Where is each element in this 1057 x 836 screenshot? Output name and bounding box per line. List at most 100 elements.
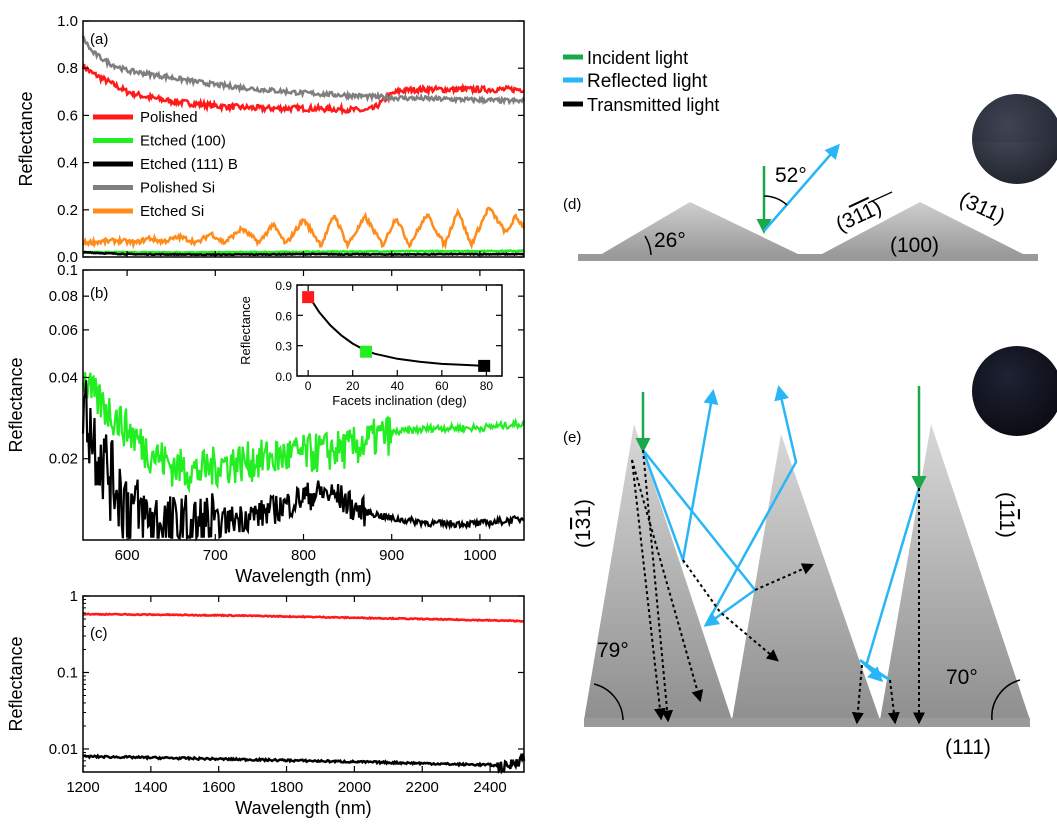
x-tick-label: 1800 <box>270 779 303 796</box>
substrate-e <box>584 718 1030 727</box>
panel-e-diagram: (e) 79° 70° (131) (111) <box>563 346 1057 759</box>
facet-label-e-left: (131) <box>572 499 595 548</box>
angle-26: 26° <box>654 229 686 252</box>
x-tick-label: 60 <box>435 379 449 393</box>
y-tick-label: 0.9 <box>275 279 292 293</box>
diagram-legend: Incident light Reflected light Transmitt… <box>563 48 719 115</box>
series-line-etched-111-b <box>81 380 525 542</box>
y-tick-label: 0.4 <box>57 155 78 172</box>
transmitted-ray-e-2 <box>631 459 666 721</box>
transmitted-ray-e-8 <box>887 679 900 725</box>
panel-e-label: (e) <box>563 429 581 446</box>
inset-fit-curve <box>307 294 485 367</box>
y-tick-label: 0.6 <box>275 309 292 323</box>
plot-frame <box>82 595 525 773</box>
y-axis-label: Reflectance <box>6 636 26 731</box>
panel-a-legend: Polished Etched (100) Etched (111) B Polish… <box>93 109 238 220</box>
y-tick-label: 0.04 <box>49 369 78 386</box>
legend-label: Etched (111) B <box>140 156 238 173</box>
y-tick-label: 0.0 <box>275 370 292 384</box>
pyramid-e-3 <box>880 424 1030 720</box>
x-tick-label: 1400 <box>134 779 167 796</box>
x-tick-label: 1200 <box>66 779 99 796</box>
y-tick-label: 0.02 <box>49 451 78 468</box>
y-tick-label: 0.6 <box>57 107 78 124</box>
series-line-polished <box>81 63 526 116</box>
y-tick-label: 1.0 <box>57 13 78 30</box>
x-tick-label: 1000 <box>463 547 496 564</box>
y-tick-label: 0.8 <box>57 60 78 77</box>
pyramid-d-left <box>600 202 800 255</box>
pyramid-d-right <box>820 202 1025 255</box>
series-line-etched-100- <box>81 372 525 494</box>
angle-79: 79° <box>597 639 629 662</box>
y-tick-label: 0.1 <box>57 262 78 279</box>
x-tick-label: 800 <box>291 547 316 564</box>
panel-b-inset-chart: 0.0 0.3 0.6 0.9 0 20 40 60 80 Reflectance Facets i… <box>238 279 503 408</box>
facet-label-e-right: (111) <box>995 492 1018 538</box>
legend-label: Etched (100) <box>140 133 226 150</box>
y-tick-label: 0.01 <box>49 741 78 758</box>
angle-52: 52° <box>775 164 807 187</box>
x-tick-label: 700 <box>203 547 228 564</box>
series-line-polished-si <box>81 35 526 106</box>
pyramid-e-2 <box>732 434 880 720</box>
facet-label-d-right: (311) <box>956 188 1009 229</box>
y-tick-label: 0.2 <box>57 202 78 219</box>
reflected-ray-e-3 <box>704 385 798 626</box>
y-tick-label: 0.06 <box>49 322 78 339</box>
panel-c-label: (c) <box>90 625 108 642</box>
x-axis-label: Wavelength (nm) <box>235 566 371 586</box>
x-tick-label: 2200 <box>406 779 439 796</box>
reflected-ray-d <box>763 143 840 232</box>
pyramid-e-1 <box>584 424 732 720</box>
substrate-d <box>578 254 1038 261</box>
y-axis-label: Reflectance <box>238 296 253 365</box>
angle-70: 70° <box>946 666 978 689</box>
x-tick-label: 2000 <box>338 779 371 796</box>
plane-label-d: (100) <box>890 234 939 257</box>
sample-photo-d <box>972 94 1057 184</box>
legend-label: Polished <box>140 109 198 126</box>
legend-incident-light: Incident light <box>587 48 688 68</box>
sample-photo-e <box>972 346 1057 436</box>
panel-b-label: (b) <box>90 285 108 302</box>
y-axis-label: Reflectance <box>16 91 36 186</box>
x-axis-label: Facets inclination (deg) <box>332 393 466 408</box>
x-tick-label: 600 <box>115 547 140 564</box>
panel-b-chart: 0.020.040.060.080.1600 700 800 900 1000Refle… <box>6 262 525 586</box>
panel-d-label: (d) <box>563 196 581 213</box>
x-tick-label: 80 <box>480 379 494 393</box>
inset-data-point <box>360 345 373 358</box>
y-axis-label: Reflectance <box>6 357 26 452</box>
transmitted-ray-e-5 <box>754 563 815 591</box>
x-tick-label: 1600 <box>202 779 235 796</box>
panel-c-chart: 0.01 0.1 1 1200 1400 1600 1800 2000 2200 2400 Refl… <box>6 588 526 818</box>
legend-reflected-light: Reflected light <box>587 71 708 92</box>
inset-data-point <box>478 359 491 372</box>
x-tick-label: 20 <box>346 379 360 393</box>
legend-label: Etched Si <box>140 203 204 220</box>
panel-d-diagram: (d) 26° 52° (311) (311) (100) <box>563 94 1057 261</box>
x-axis-label: Wavelength (nm) <box>235 798 371 818</box>
x-tick-label: 900 <box>379 547 404 564</box>
legend-transmitted-light: Transmitted light <box>587 95 719 115</box>
series-line-etched-si <box>81 206 526 251</box>
panel-a-chart: 0.0 0.2 0.4 0.6 0.8 1.0 Reflectance <box>16 13 526 266</box>
inset-data-point <box>302 291 315 304</box>
y-tick-label: 0.3 <box>275 340 292 354</box>
legend-label: Polished Si <box>140 180 215 197</box>
series-line-polished <box>82 612 525 623</box>
plane-label-e: (111) <box>945 736 991 759</box>
x-tick-label: 2400 <box>473 779 506 796</box>
y-tick-label: 0.1 <box>57 664 78 681</box>
panel-a-label: (a) <box>90 31 108 48</box>
plot-frame <box>296 284 503 377</box>
y-tick-label: 0.08 <box>49 288 78 305</box>
y-tick-label: 1 <box>70 588 78 605</box>
x-tick-label: 0 <box>305 379 312 393</box>
x-tick-label: 40 <box>391 379 405 393</box>
y-tick-label: 0.0 <box>57 249 78 266</box>
series-line-etched-111-b <box>82 752 526 775</box>
